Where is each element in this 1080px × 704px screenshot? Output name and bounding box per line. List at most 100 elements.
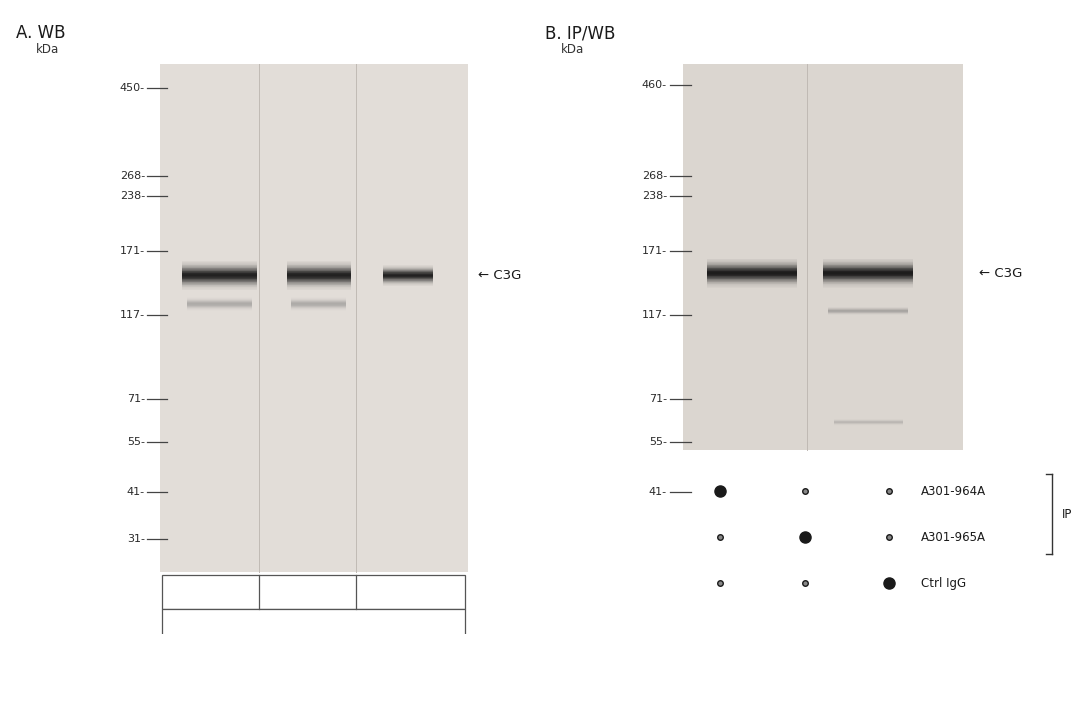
Bar	[706, 279, 797, 280]
Bar	[706, 267, 797, 268]
Text: kDa: kDa	[562, 42, 584, 56]
Bar	[183, 273, 257, 275]
Bar	[183, 262, 257, 263]
Bar	[286, 287, 351, 288]
Text: 15: 15	[311, 586, 327, 599]
Text: 71-: 71-	[649, 394, 667, 405]
Text: 50: 50	[212, 586, 228, 599]
Bar	[823, 272, 913, 273]
Bar	[823, 259, 913, 260]
Bar	[286, 261, 351, 262]
Bar	[286, 277, 351, 278]
Bar	[183, 284, 257, 285]
Bar	[706, 286, 797, 287]
Bar	[162, 575, 465, 609]
Bar	[823, 264, 913, 265]
Bar	[823, 287, 913, 288]
Bar	[706, 260, 797, 261]
Bar	[823, 284, 913, 285]
Bar	[286, 269, 351, 270]
Bar	[183, 270, 257, 271]
Bar	[286, 288, 351, 289]
Bar	[183, 271, 257, 272]
Bar	[286, 270, 351, 271]
Text: 268-: 268-	[642, 170, 667, 181]
Bar	[823, 260, 913, 261]
Bar	[706, 270, 797, 271]
Text: A. WB: A. WB	[16, 24, 65, 42]
Text: 117-: 117-	[120, 310, 145, 320]
Bar	[823, 280, 913, 281]
Bar	[823, 263, 913, 264]
Bar	[706, 285, 797, 286]
Text: 171-: 171-	[120, 246, 145, 256]
Bar	[183, 265, 257, 266]
Bar	[823, 283, 913, 284]
Bar	[286, 284, 351, 285]
Bar	[823, 279, 913, 280]
Bar	[823, 275, 913, 276]
Bar	[286, 263, 351, 264]
Text: ← C3G: ← C3G	[980, 267, 1023, 280]
Bar	[706, 272, 797, 273]
Bar	[706, 262, 797, 263]
Bar	[183, 266, 257, 267]
Bar	[183, 285, 257, 286]
Bar	[706, 271, 797, 272]
Bar	[286, 283, 351, 284]
Bar	[706, 274, 797, 275]
Bar	[706, 273, 797, 274]
Bar	[706, 278, 797, 279]
Bar	[286, 286, 351, 287]
Bar	[286, 262, 351, 263]
Bar	[823, 262, 913, 263]
Text: A301-965A: A301-965A	[921, 531, 986, 543]
Text: 238-: 238-	[120, 191, 145, 201]
Bar	[183, 278, 257, 279]
Bar	[706, 280, 797, 281]
Bar	[183, 276, 257, 277]
Text: HeLa: HeLa	[298, 619, 329, 631]
Bar	[823, 285, 913, 286]
Bar	[823, 265, 913, 266]
Bar	[286, 268, 351, 269]
Text: 55-: 55-	[649, 437, 667, 448]
Bar	[706, 263, 797, 264]
Bar	[183, 288, 257, 289]
Text: 31-: 31-	[127, 534, 145, 544]
Bar	[706, 284, 797, 285]
Bar	[706, 261, 797, 262]
Bar	[286, 278, 351, 279]
Bar	[706, 281, 797, 282]
Bar	[823, 281, 913, 282]
Text: 41-: 41-	[126, 487, 145, 497]
Bar	[183, 287, 257, 288]
Bar	[183, 272, 257, 273]
Bar	[183, 279, 257, 280]
Bar	[162, 609, 465, 641]
Bar	[183, 283, 257, 284]
Bar	[706, 277, 797, 278]
Bar	[706, 282, 797, 283]
Bar	[683, 64, 963, 450]
Bar	[706, 268, 797, 269]
Bar	[183, 261, 257, 262]
Bar	[183, 280, 257, 281]
Bar	[706, 266, 797, 267]
Text: 41-: 41-	[649, 487, 667, 497]
Text: 117-: 117-	[642, 310, 667, 320]
Bar	[823, 266, 913, 267]
Bar	[286, 272, 351, 273]
Bar	[286, 279, 351, 280]
Bar	[183, 264, 257, 265]
Bar	[823, 261, 913, 262]
Text: ← C3G: ← C3G	[477, 269, 522, 282]
Bar	[183, 263, 257, 264]
Text: IP: IP	[1062, 508, 1072, 521]
Text: 171-: 171-	[642, 246, 667, 256]
Bar	[823, 278, 913, 279]
Bar	[286, 281, 351, 282]
Text: A301-964A: A301-964A	[921, 484, 986, 498]
Bar	[823, 271, 913, 272]
Text: 238-: 238-	[642, 191, 667, 201]
